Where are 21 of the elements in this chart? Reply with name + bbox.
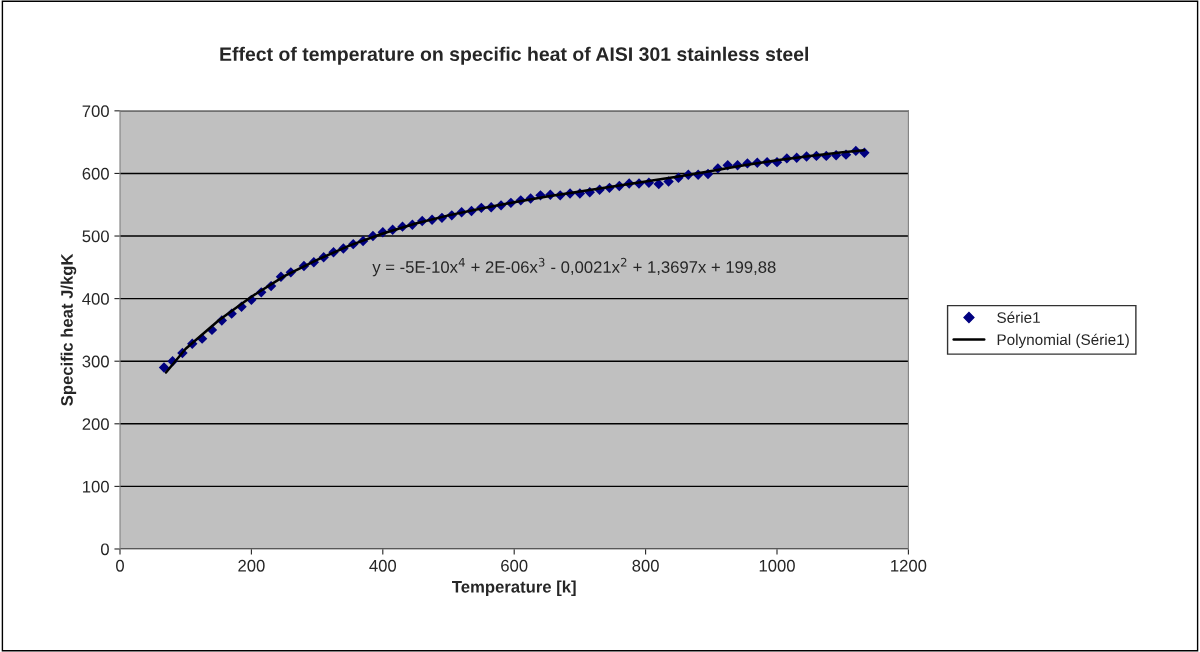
- y-tick-label: 200: [82, 418, 109, 430]
- y-tick-label: 600: [82, 167, 109, 180]
- chart-title: Effect of temperature on specific heat of AISI 301 stainless steel: [220, 46, 809, 65]
- annotation: y = -5E-10x$^{4}$ + 2E-06x$^{3}$ - 0,0021x$^{2}$ + 1,3697x + 199,88: [372, 257, 776, 277]
- x-tick-label: 600: [501, 559, 528, 572]
- y-tick-label: 500: [82, 230, 109, 243]
- y-tick-label: 300: [82, 355, 109, 368]
- x-tick-label: 1000: [759, 559, 795, 572]
- legend-label: Polynomial (Série1): [997, 333, 1129, 349]
- y-axis-title: Specific heat J/kgK: [60, 253, 77, 406]
- x-axis-title: Temperature [k]: [452, 580, 576, 597]
- x-tick-label: 0: [116, 559, 124, 572]
- x-tick-label: 800: [632, 559, 659, 572]
- y-tick-label: 700: [82, 105, 109, 118]
- x-tick-label: 400: [369, 559, 397, 572]
- y-tick-label: 100: [83, 480, 109, 493]
- legend-label: Série1: [997, 311, 1040, 323]
- x-tick-label: 1200: [891, 559, 927, 572]
- y-tick-label: 0: [100, 543, 109, 556]
- x-tick-label: 200: [238, 559, 265, 572]
- y-tick-label: 400: [82, 293, 109, 305]
